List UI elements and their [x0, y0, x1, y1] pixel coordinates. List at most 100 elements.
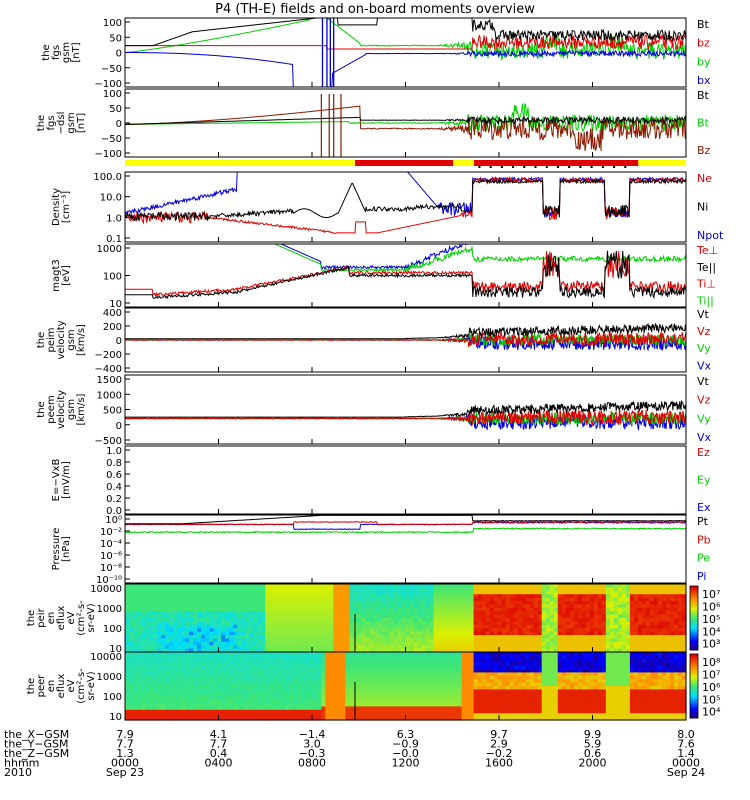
heatmap-peir-cell [597, 604, 603, 609]
heatmap-peir-cell [325, 584, 330, 588]
heatmap-peir-cell [489, 607, 495, 612]
heatmap-peer-cell [381, 662, 387, 667]
heatmap-peir-cell [665, 614, 671, 619]
heatmap-peer-cell [401, 672, 407, 677]
heatmap-peir-cell [653, 621, 659, 626]
heatmap-peer-cell [445, 686, 451, 690]
heatmap-peir-cell [565, 587, 571, 592]
heatmap-peer-cell [405, 689, 411, 694]
heatmap-peir-cell [577, 587, 583, 592]
heatmap-peir-cell [629, 597, 635, 602]
heatmap-peir-cell [277, 631, 282, 636]
heatmap-peer-cell [337, 692, 342, 697]
heatmap-peir-cell [141, 648, 146, 653]
heatmap-peir-cell [321, 611, 326, 616]
heatmap-peir-cell [225, 597, 230, 602]
heatmap-peir-cell [237, 641, 242, 646]
heatmap-peer-cell [325, 665, 330, 670]
heatmap-peir-cell [601, 611, 607, 616]
heatmap-peir-cell [673, 635, 679, 639]
heatmap-peir-cell [313, 611, 318, 616]
heatmap-peir-cell [417, 607, 423, 612]
heatmap-peir-cell [201, 590, 206, 595]
heatmap-peer-cell [161, 652, 166, 656]
heatmap-peir-cell [189, 624, 194, 629]
heatmap-peir-cell [137, 607, 142, 612]
heatmap-peir-cell [421, 584, 427, 588]
heatmap-peir-cell [633, 641, 639, 646]
heatmap-peir-cell [493, 611, 499, 616]
heatmap-peir-cell [457, 638, 463, 643]
heatmap-peer-cell [277, 689, 282, 694]
heatmap-peir-cell [265, 641, 270, 646]
heatmap-peir-cell [629, 628, 635, 633]
heatmap-peer-cell [305, 672, 310, 677]
heatmap-peer-cell [425, 703, 431, 707]
heatmap-peir-cell [497, 624, 503, 629]
heatmap-peir-cell [325, 614, 330, 619]
heatmap-peer-cell [265, 675, 270, 680]
heatmap-peir-cell [305, 638, 310, 643]
heatmap-peir-cell [381, 631, 387, 636]
heatmap-peir-cell [177, 607, 182, 612]
heatmap-peir-cell [205, 641, 210, 646]
heatmap-peir-cell [129, 628, 134, 633]
heatmap-peer-cell [345, 703, 350, 707]
heatmap-peir-cell [485, 584, 491, 588]
heatmap-peir-cell [429, 648, 435, 653]
heatmap-peir-cell [333, 645, 338, 650]
heatmap-peer-cell [129, 675, 134, 680]
heatmap-peir-cell [217, 621, 222, 626]
heatmap-peer-cell [453, 679, 459, 684]
heatmap-peir-cell [469, 611, 475, 616]
heatmap-peir-cell [153, 624, 158, 629]
heatmap-peir-cell [453, 645, 459, 650]
heatmap-peer-cell [409, 658, 415, 663]
heatmap-peir-cell [573, 641, 579, 646]
heatmap-peer-cell [265, 662, 270, 667]
heatmap-peir-cell [573, 590, 579, 595]
heatmap-peer-cell [333, 672, 338, 677]
heatmap-peir-cell [661, 618, 667, 622]
legend-density-2: Npot [697, 229, 724, 242]
heatmap-peer-cell [513, 675, 519, 680]
heatmap-peir-cell [541, 641, 547, 646]
heatmap-peer-cell [401, 713, 407, 718]
heatmap-peir-cell [141, 611, 146, 616]
heatmap-peer-cell [429, 699, 435, 704]
heatmap-peer-cell [513, 686, 519, 690]
heatmap-peer-cell [385, 658, 391, 663]
heatmap-peir-cell [413, 611, 419, 616]
heatmap-peer-cell [261, 686, 266, 690]
heatmap-peir-cell [189, 621, 194, 626]
heatmap-peer-cell [185, 692, 190, 697]
heatmap-peir-cell [197, 621, 202, 626]
legend-temp-1: Te|| [696, 261, 716, 274]
heatmap-peir-cell [257, 638, 262, 643]
heatmap-peer-cell [501, 699, 507, 704]
heatmap-peer-cell [429, 679, 435, 684]
heatmap-peir-cell [457, 618, 463, 622]
heatmap-peir-cell [453, 597, 459, 602]
heatmap-peir-cell [225, 607, 230, 612]
heatmap-peer-cell [393, 713, 399, 718]
heatmap-peer-cell [349, 709, 355, 714]
series-Ti-blue [125, 243, 686, 271]
heatmap-peir-cell [609, 638, 615, 643]
heatmap-peir-cell [141, 621, 146, 626]
heatmap-peir-cell [373, 611, 379, 616]
heatmap-peer-cell [265, 713, 270, 718]
heatmap-peer-cell [181, 652, 186, 656]
heatmap-peir-cell [321, 614, 326, 619]
heatmap-peir-cell [313, 645, 318, 650]
heatmap-peer-cell [349, 658, 355, 663]
heatmap-peer-cell [257, 652, 262, 656]
heatmap-peir-cell [425, 635, 431, 639]
heatmap-peer-cell [341, 706, 346, 711]
heatmap-peir-cell [225, 611, 230, 616]
heatmap-peer-cell [265, 665, 270, 670]
heatmap-peir-cell [229, 638, 234, 643]
heatmap-peir-cell [649, 618, 655, 622]
heatmap-peir-cell [653, 594, 659, 599]
heatmap-peer-cell [469, 716, 475, 721]
